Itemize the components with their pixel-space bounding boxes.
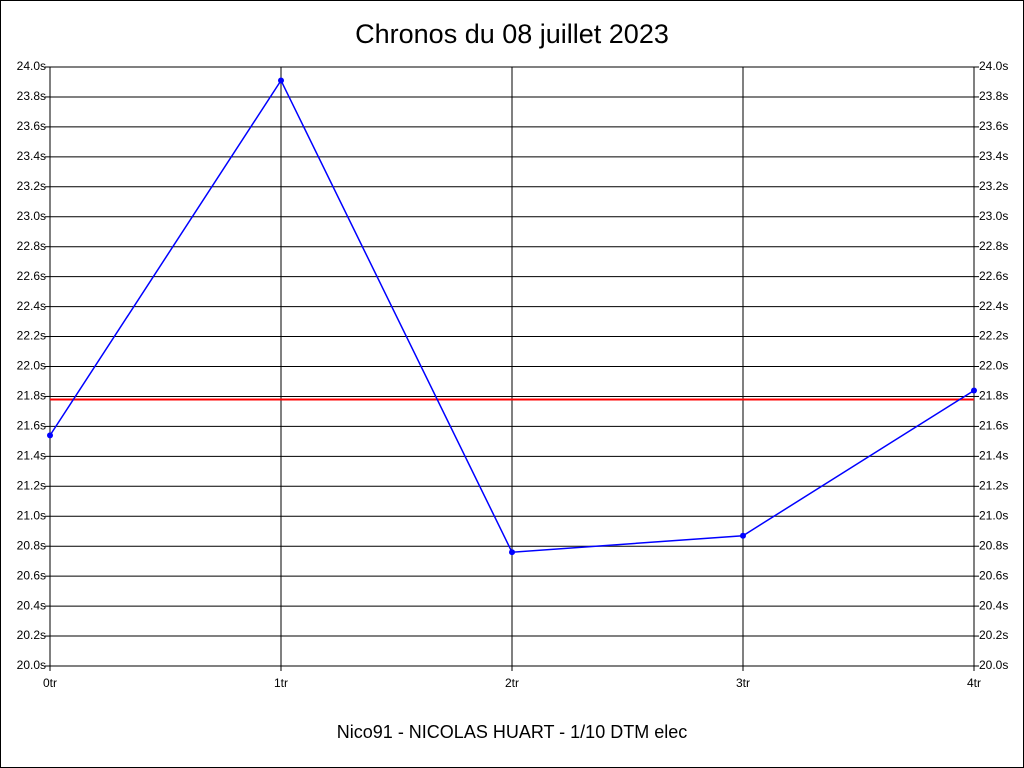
y-tick-label: 23.2s <box>17 179 46 193</box>
y-tick-label: 23.6s <box>17 119 46 133</box>
y2-tick-label: 21.4s <box>979 449 1008 463</box>
y-tick-label: 20.6s <box>17 568 46 582</box>
y-tick-label: 20.8s <box>17 538 46 552</box>
y-tick-label: 22.8s <box>17 239 46 253</box>
y2-tick-label: 23.2s <box>979 179 1008 193</box>
y2-tick-label: 23.0s <box>979 209 1008 223</box>
y-tick-label: 24.0s <box>17 59 46 73</box>
y-tick-label: 22.4s <box>17 299 46 313</box>
y2-tick-label: 22.0s <box>979 359 1008 373</box>
y-tick-label: 20.2s <box>17 628 46 642</box>
y-tick-label: 23.4s <box>17 149 46 163</box>
x-tick-label: 4tr <box>967 676 981 690</box>
y2-tick-label: 24.0s <box>979 59 1008 73</box>
plot-border <box>49 66 975 667</box>
y-tick-label: 21.8s <box>17 389 46 403</box>
y2-tick-label: 21.0s <box>979 508 1008 522</box>
y-tick-label: 21.2s <box>17 478 46 492</box>
x-tick-label: 3tr <box>736 676 750 690</box>
y2-tick-label: 21.2s <box>979 478 1008 492</box>
point <box>47 432 53 439</box>
y2-tick-label: 23.6s <box>979 119 1008 133</box>
y-tick-label: 22.0s <box>17 359 46 373</box>
y-tick-label: 21.6s <box>17 419 46 433</box>
y-tick-label: 20.0s <box>17 658 46 672</box>
y-tick-label: 21.4s <box>17 449 46 463</box>
y2-tick-label: 20.6s <box>979 568 1008 582</box>
y2-tick-label: 21.8s <box>979 389 1008 403</box>
y2-tick-label: 21.6s <box>979 419 1008 433</box>
y-tick-label: 23.8s <box>17 89 46 103</box>
y-tick-label: 22.2s <box>17 329 46 343</box>
y2-tick-label: 20.0s <box>979 658 1008 672</box>
y2-tick-label: 20.8s <box>979 538 1008 552</box>
y2-tick-label: 20.4s <box>979 598 1008 612</box>
point <box>740 532 746 539</box>
y2-tick-label: 23.8s <box>979 89 1008 103</box>
point <box>971 387 977 394</box>
point <box>509 549 515 556</box>
y-tick-label: 22.6s <box>17 269 46 283</box>
x-tick-label: 1tr <box>274 676 288 690</box>
y2-tick-label: 22.4s <box>979 299 1008 313</box>
x-axis-label: Nico91 - NICOLAS HUART - 1/10 DTM elec <box>337 722 687 742</box>
x-tick-label: 0tr <box>43 676 57 690</box>
x-tick-label: 2tr <box>505 676 519 690</box>
chart-title: Chronos du 08 juillet 2023 <box>355 19 669 49</box>
y2-tick-label: 23.4s <box>979 149 1008 163</box>
y-tick-label: 21.0s <box>17 508 46 522</box>
y2-tick-label: 22.6s <box>979 269 1008 283</box>
y-tick-label: 23.0s <box>17 209 46 223</box>
y2-tick-label: 20.2s <box>979 628 1008 642</box>
y2-tick-label: 22.8s <box>979 239 1008 253</box>
y-tick-label: 20.4s <box>17 598 46 612</box>
point <box>278 77 284 84</box>
y2-tick-label: 22.2s <box>979 329 1008 343</box>
